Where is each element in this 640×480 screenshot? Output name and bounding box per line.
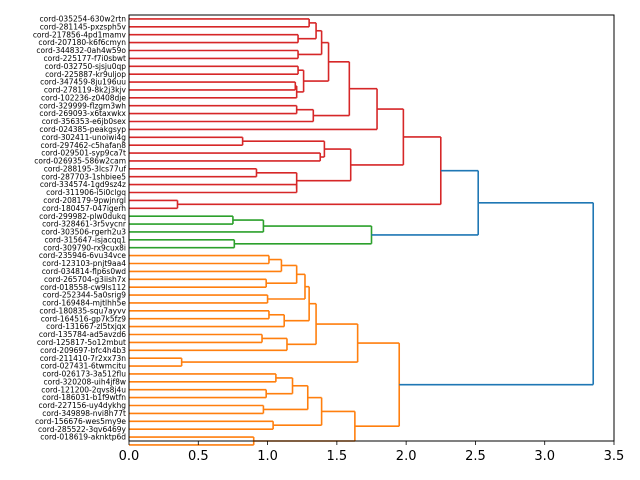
leaf-label: cord-164516-gp7k5fz9 — [41, 314, 126, 323]
leaf-label: cord-207180-k6f6cmyn — [38, 38, 126, 47]
leaf-label: cord-235946-6vu34vce — [39, 251, 127, 260]
leaf-label: cord-252344-5a0srig9 — [43, 291, 126, 300]
leaf-label: cord-135784-ad5avzd6 — [39, 330, 126, 339]
leaf-label: cord-034814-flp6s0wd — [42, 267, 127, 276]
leaf-label: cord-349898-nvi8h77t — [42, 409, 126, 418]
leaf-label: cord-309790-rx9cux8i — [43, 243, 126, 252]
plot-frame — [128, 14, 615, 442]
leaf-label: cord-302411-unoiwi4g — [42, 133, 127, 142]
leaf-label: cord-125817-5o12mbut — [37, 338, 126, 347]
x-tick-label: 2.5 — [465, 449, 486, 464]
x-tick-label: 3.5 — [604, 449, 625, 464]
leaf-label: cord-227156-uy4dykhg — [39, 401, 127, 410]
x-tick-label: 0.0 — [119, 449, 140, 464]
leaf-label: cord-278119-8k2j3kjv — [44, 86, 127, 95]
leaf-label: cord-131667-zl5txjqx — [46, 322, 126, 331]
leaf-label: cord-156676-wes5my9e — [35, 417, 126, 426]
leaf-label: cord-285522-3qv6469y — [38, 425, 127, 434]
leaf-label: cord-297462-c5hafan8 — [41, 141, 127, 150]
leaf-label: cord-026173-3a512flu — [42, 370, 126, 379]
leaf-label: cord-265704-g3iish7x — [44, 275, 127, 284]
leaf-label: cord-217856-4pd1mamv — [33, 30, 127, 39]
dendrogram-links — [129, 18, 595, 446]
x-axis: 0.0 0.5 1.0 1.5 2.0 2.5 3.0 3.5 — [119, 441, 625, 464]
leaf-label: cord-288195-3lcs77uf — [44, 164, 127, 173]
x-tick-label: 1.0 — [257, 449, 278, 464]
leaf-label: cord-211410-7r2xx73n — [40, 354, 127, 363]
leaf-label: cord-018558-cw9ls112 — [40, 283, 126, 292]
leaf-label: cord-344832-0ah4w59o — [36, 46, 126, 55]
leaf-label: cord-186031-b1f9wtfn — [42, 393, 126, 402]
leaf-label: cord-299982-plw0dukq — [39, 212, 126, 221]
leaf-label: cord-334574-1gd9sz4z — [40, 180, 126, 189]
leaf-label: cord-356353-e6jb0sex — [42, 117, 127, 126]
leaf-label: cord-281145-pxzsph5v — [40, 22, 127, 31]
leaf-labels: cord-035254-630w2rtncord-281145-pxzsph5v… — [33, 15, 127, 442]
leaf-label: cord-315647-isjacqq1 — [44, 235, 126, 244]
x-tick-label: 2.0 — [396, 449, 417, 464]
leaf-label: cord-303506-rgerh2u3 — [41, 228, 126, 237]
leaf-label: cord-024385-peakgsyp — [39, 125, 126, 134]
leaf-label: cord-180835-squ7ayvv — [39, 306, 126, 315]
leaf-label: cord-311906-i5i0clgq — [46, 188, 126, 197]
leaf-label: cord-121200-2qvs8j4u — [41, 385, 126, 394]
leaf-label: cord-102236-z0408dje — [41, 93, 126, 102]
leaf-label: cord-169484-mjtlhh5e — [42, 299, 126, 308]
leaf-label: cord-269093-x6taxwkx — [39, 109, 126, 118]
leaf-label: cord-329999-flzgm3wh — [39, 101, 126, 110]
leaf-label: cord-225177-f7i0sbwt — [44, 54, 127, 63]
leaf-label: cord-347459-8ju196uu — [40, 78, 126, 87]
leaf-label: cord-328461-3r5vycnr — [42, 220, 127, 229]
leaf-label: cord-018619-aknktp6d — [40, 433, 126, 442]
leaf-label: cord-035254-630w2rtn — [40, 15, 127, 24]
leaf-label: cord-287703-1shbiee5 — [41, 172, 126, 181]
leaf-label: cord-209697-bfc4h4b3 — [40, 346, 126, 355]
leaf-label: cord-320208-uih4jf8w — [44, 377, 126, 386]
leaf-label: cord-027431-6twmcitu — [40, 362, 126, 371]
leaf-label: cord-225887-kr9uljop — [45, 70, 126, 79]
x-tick-label: 3.0 — [534, 449, 555, 464]
x-tick-label: 0.5 — [188, 449, 209, 464]
leaf-label: cord-026935-586w2cam — [34, 157, 126, 166]
leaf-label: cord-180457-047igerh — [42, 204, 126, 213]
leaf-label: cord-029501-syp9ca7t — [41, 149, 126, 158]
leaf-label: cord-208179-9pwjnrgl — [43, 196, 126, 205]
x-tick-label: 1.5 — [327, 449, 348, 464]
leaf-label: cord-032750-sjsju0qp — [45, 62, 127, 71]
leaf-label: cord-123103-pnjt9aa4 — [42, 259, 126, 268]
